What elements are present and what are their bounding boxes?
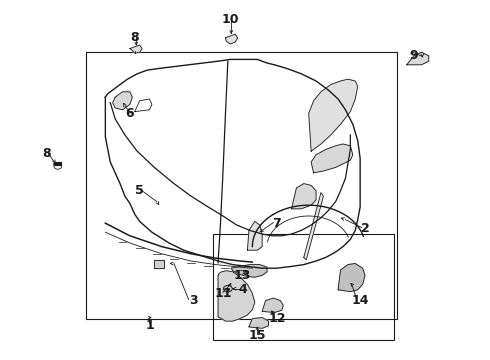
Polygon shape [130, 45, 142, 53]
Text: 12: 12 [268, 312, 286, 325]
Polygon shape [247, 221, 262, 250]
Text: 8: 8 [42, 147, 51, 159]
Polygon shape [304, 193, 323, 260]
Polygon shape [113, 92, 132, 110]
Text: 11: 11 [214, 287, 232, 300]
Text: 9: 9 [410, 49, 418, 62]
Polygon shape [292, 184, 316, 209]
Text: 8: 8 [130, 31, 139, 44]
Polygon shape [407, 52, 429, 65]
Polygon shape [309, 79, 358, 151]
Text: 4: 4 [238, 283, 247, 296]
Text: 2: 2 [361, 222, 369, 235]
Polygon shape [154, 260, 164, 268]
Text: 10: 10 [221, 13, 239, 26]
Polygon shape [249, 318, 269, 328]
Polygon shape [262, 298, 283, 312]
Text: 15: 15 [248, 329, 266, 342]
Text: 3: 3 [189, 294, 198, 307]
Text: 7: 7 [272, 217, 281, 230]
Polygon shape [231, 265, 267, 277]
Polygon shape [338, 264, 365, 292]
Bar [213, 234, 394, 340]
Text: 13: 13 [234, 269, 251, 282]
Polygon shape [311, 144, 353, 173]
Bar [86, 52, 397, 319]
Polygon shape [218, 271, 255, 321]
Text: 5: 5 [135, 184, 144, 197]
Text: 6: 6 [125, 107, 134, 120]
Text: 1: 1 [145, 319, 154, 332]
Text: 14: 14 [351, 294, 369, 307]
Polygon shape [225, 34, 238, 44]
